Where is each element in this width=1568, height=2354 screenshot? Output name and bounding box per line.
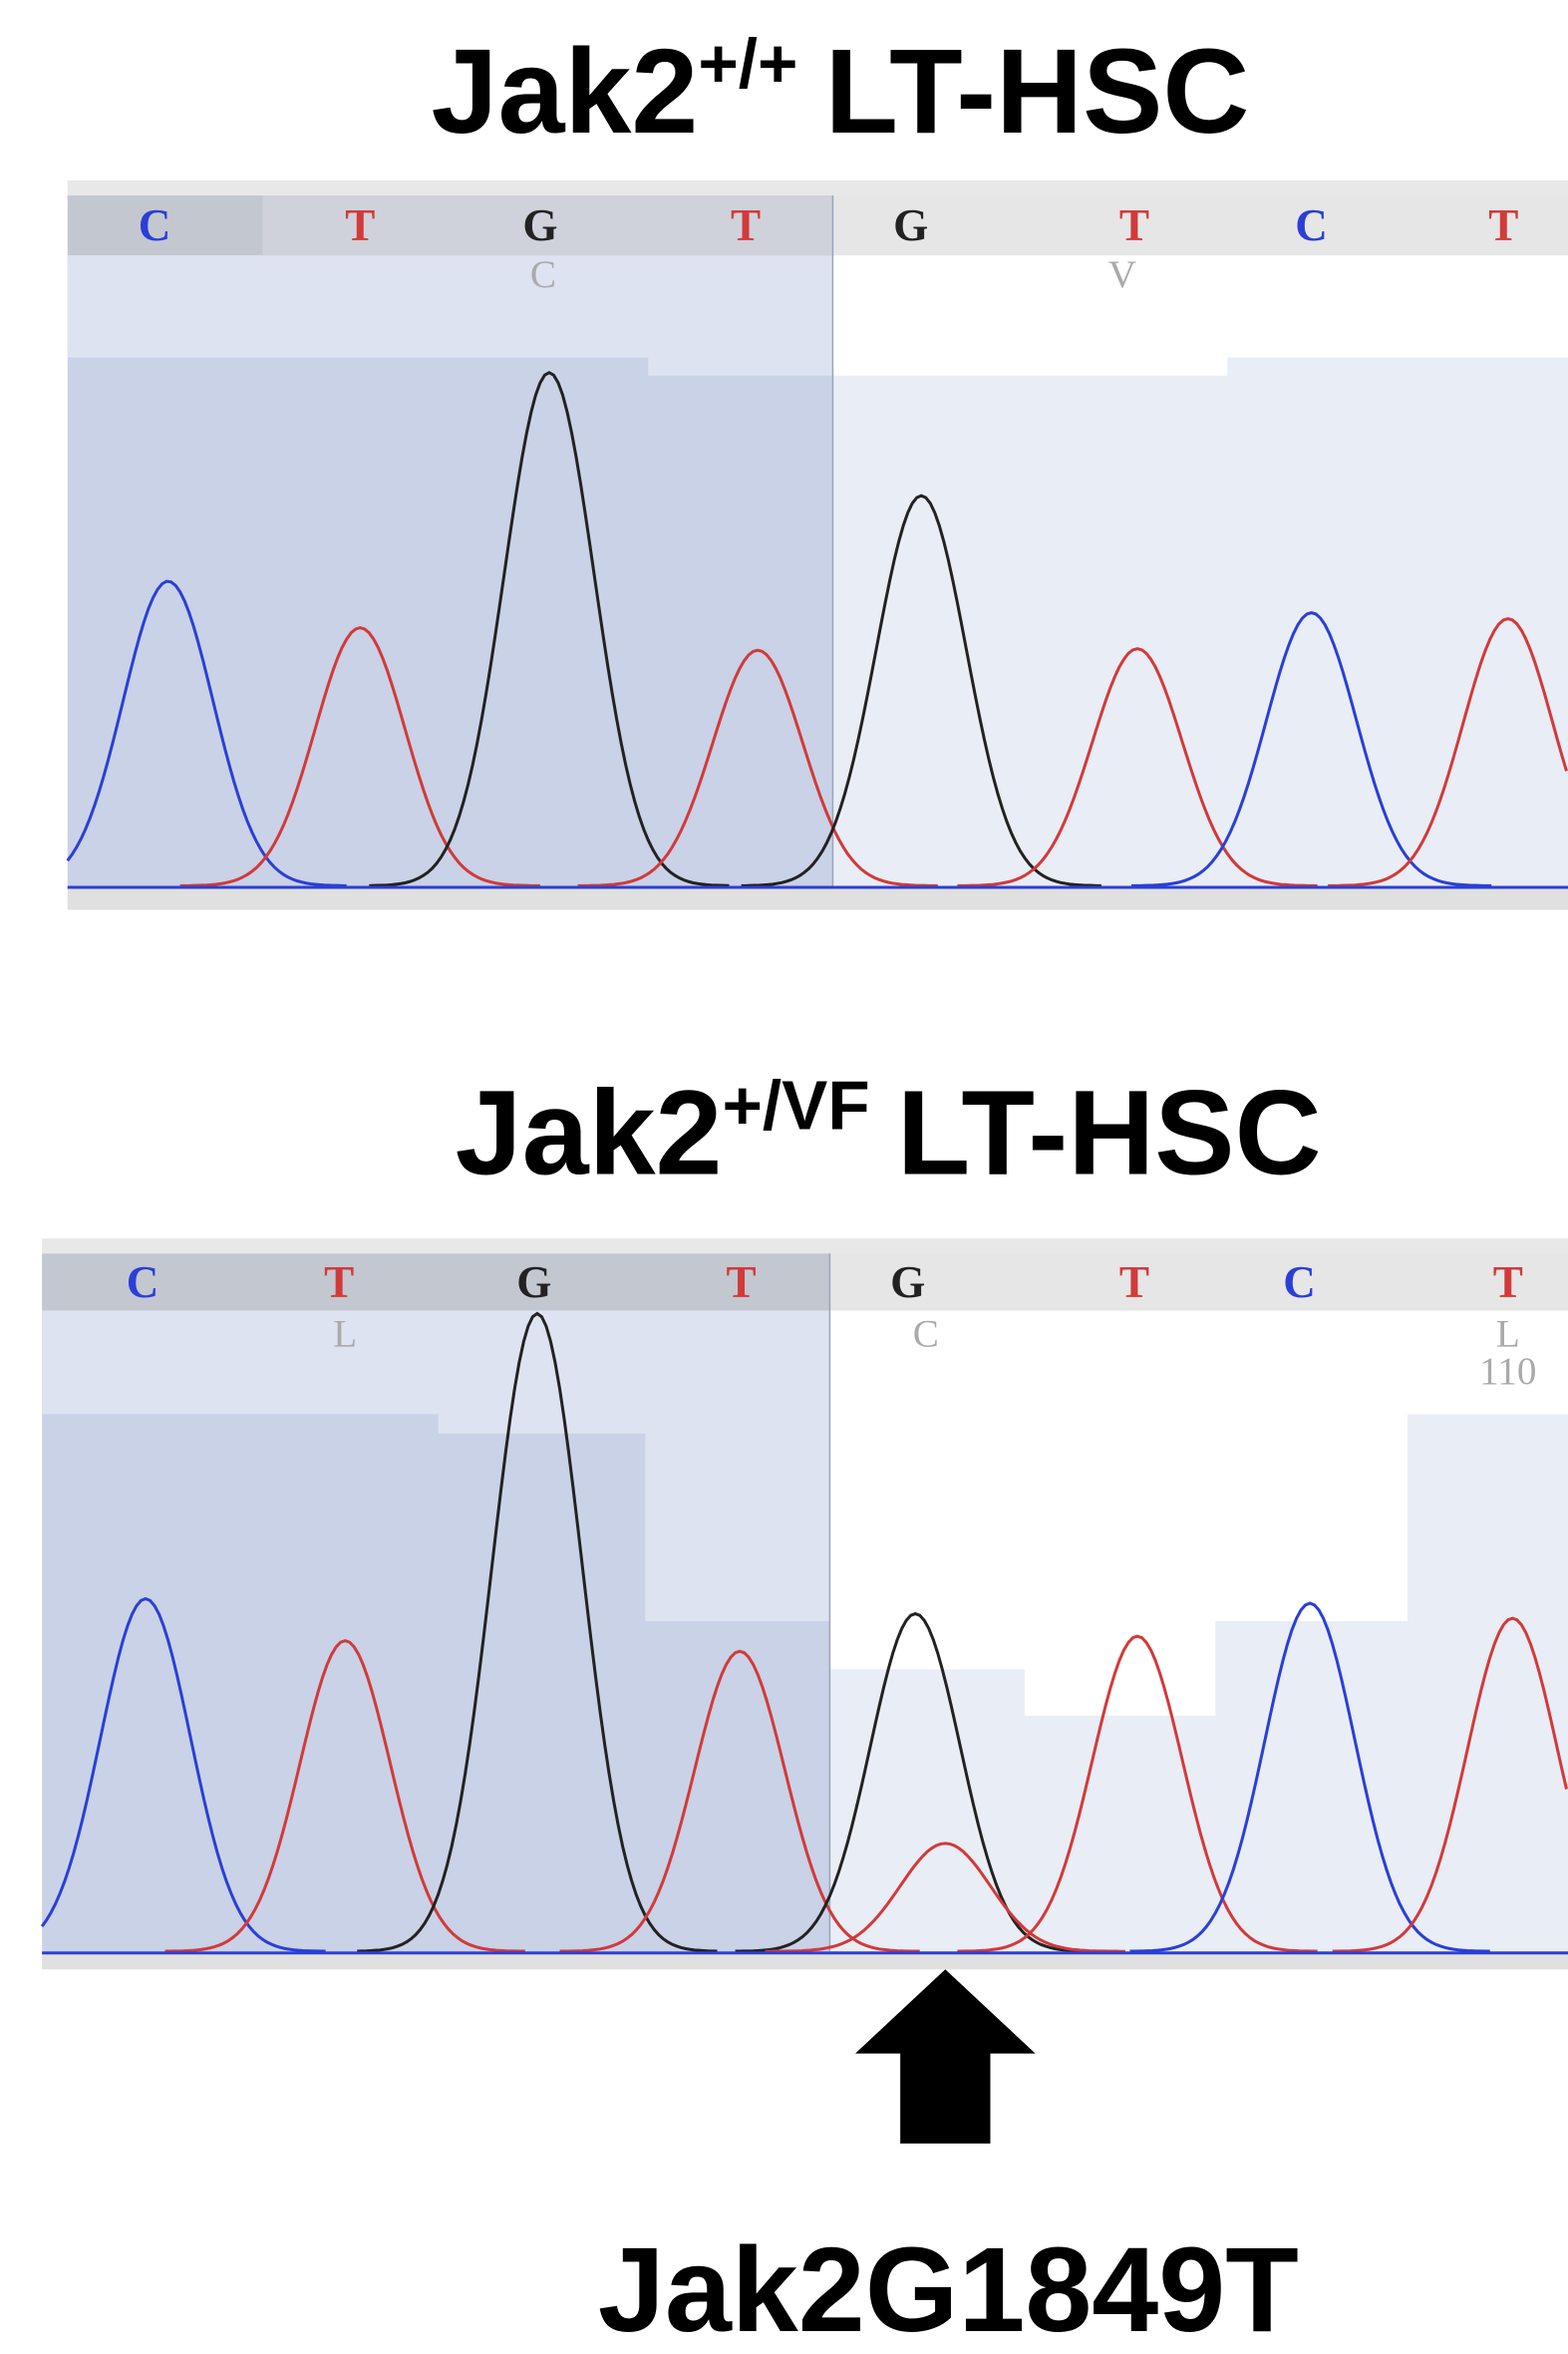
quality-bar [68, 255, 833, 375]
base-call: T [1493, 1257, 1523, 1307]
annotation: L [1496, 1313, 1520, 1356]
header [832, 195, 1568, 255]
genotype: +/VF [723, 1066, 870, 1144]
annotation: C [530, 253, 556, 296]
header [42, 1253, 829, 1310]
base-call: T [1119, 1257, 1149, 1307]
annotation: C [913, 1313, 939, 1356]
annotation: V [1108, 253, 1136, 296]
base-call: G [890, 1257, 925, 1307]
chromatogram: C T G T G T C T C V [68, 180, 1568, 910]
base-call: C [139, 200, 171, 250]
annotation: 110 [1479, 1350, 1536, 1393]
base-call: T [1119, 200, 1149, 250]
base-call: C [1283, 1257, 1316, 1307]
base-call: G [522, 200, 557, 250]
base-call: T [324, 1257, 354, 1307]
base-call: C [127, 1257, 159, 1307]
base-call: G [516, 1257, 551, 1307]
base-call: T [345, 200, 375, 250]
mutation-label: Jak2G1849T [598, 2222, 1299, 2354]
base-call: T [1488, 200, 1518, 250]
arrow [855, 1969, 1036, 2144]
base-call: T [731, 200, 761, 250]
quality-bar [832, 255, 1568, 375]
panel-title: Jak2+/VF LT-HSC [456, 1065, 1322, 1199]
base-call: G [893, 200, 928, 250]
base-call: C [1295, 200, 1328, 250]
gene: Jak2 [431, 24, 698, 159]
genotype: +/+ [698, 25, 797, 103]
gene: Jak2 [456, 1065, 723, 1199]
cell: LT-HSC [825, 24, 1250, 159]
panel-title: Jak2+/+ LT-HSC [431, 24, 1249, 159]
cell: LT-HSC [897, 1065, 1322, 1199]
frame [68, 888, 1568, 909]
page: Jak2+/+LT-HSC Jak2+/VFLT-HSC CTGTGTCTCV … [0, 0, 1568, 2354]
header [829, 1253, 1568, 1310]
annotation: L [333, 1313, 357, 1356]
figure: Jak2+/+LT-HSC Jak2+/VFLT-HSC CTGTGTCTCV … [0, 0, 1568, 2354]
base-call: T [727, 1257, 757, 1307]
